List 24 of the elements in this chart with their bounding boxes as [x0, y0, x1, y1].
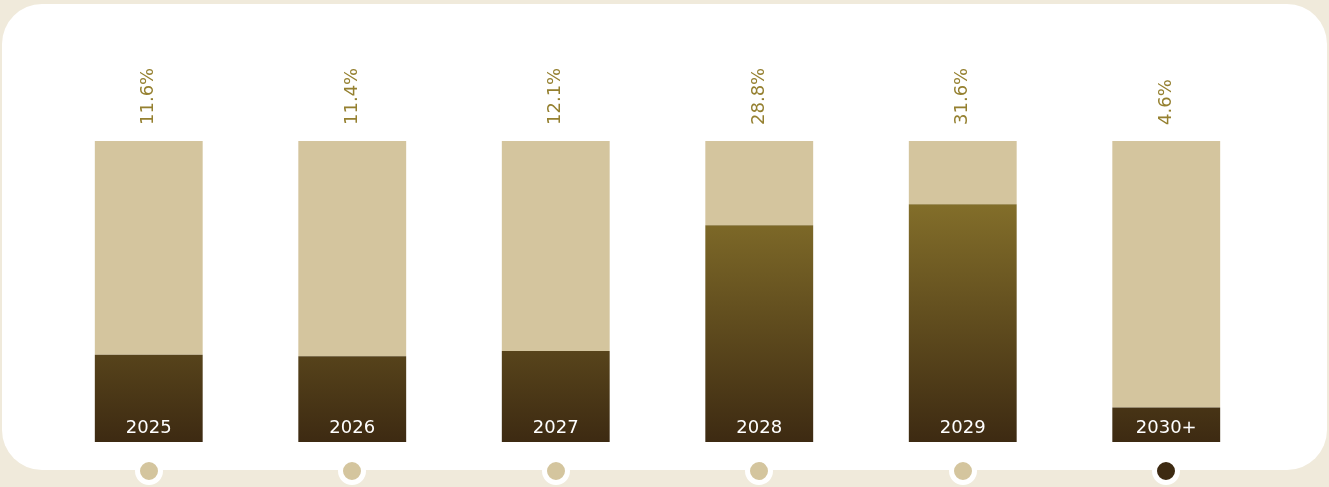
bar — [298, 356, 407, 442]
x-tick-label: 2030+ — [1135, 416, 1197, 437]
data-label: 11.4% — [339, 67, 361, 125]
data-label: 4.6% — [1153, 79, 1175, 125]
x-tick-label: 2027 — [532, 416, 579, 437]
x-tick-label: 2028 — [736, 416, 783, 437]
bar — [94, 141, 203, 355]
bar — [94, 354, 203, 442]
bar — [1112, 407, 1221, 442]
bar — [1112, 141, 1221, 408]
bar — [501, 350, 610, 442]
data-label: 31.6% — [950, 67, 972, 125]
data-label: 11.6% — [136, 67, 158, 125]
x-tick-label: 2026 — [329, 416, 376, 437]
bar — [298, 141, 407, 357]
bar — [501, 141, 610, 351]
bar — [908, 204, 1017, 442]
x-tick-label: 2025 — [125, 416, 172, 437]
data-label: 12.1% — [543, 67, 565, 125]
x-tick-label: 2029 — [939, 416, 986, 437]
bar — [705, 141, 814, 226]
bar — [705, 225, 814, 442]
bar — [908, 141, 1017, 205]
data-label: 28.8% — [746, 67, 768, 125]
